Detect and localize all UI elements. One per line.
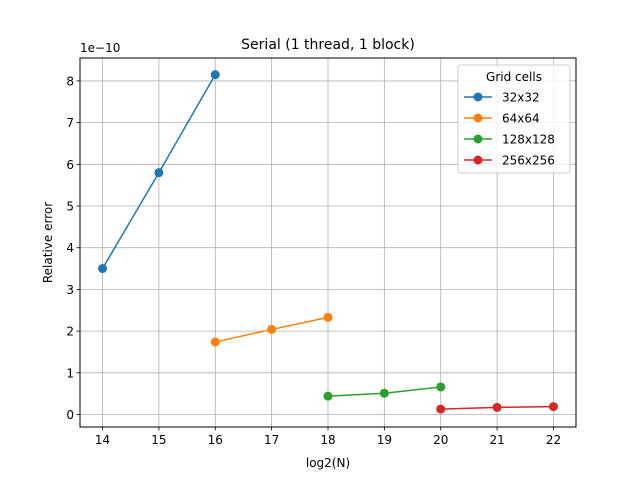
- legend-label: 128x128: [502, 133, 555, 147]
- y-tick-label: 6: [66, 158, 74, 172]
- x-tick-label: 14: [95, 433, 110, 447]
- legend-item: 256x256: [464, 154, 555, 168]
- x-tick-label: 16: [208, 433, 223, 447]
- series-128x128: [323, 382, 446, 401]
- legend-frame: [457, 64, 571, 174]
- series-64x64: [210, 312, 333, 347]
- x-tick-label: 17: [264, 433, 279, 447]
- legend-swatch-marker: [473, 113, 483, 123]
- legend-label: 32x32: [502, 91, 540, 105]
- y-tick-label: 7: [66, 116, 74, 130]
- y-tick-label: 4: [66, 241, 74, 255]
- data-point: [436, 404, 446, 414]
- x-tick-label: 19: [377, 433, 392, 447]
- data-point: [98, 264, 108, 274]
- legend-items: 32x32 64x64 128x128 256x256: [464, 91, 555, 168]
- data-point: [492, 402, 502, 412]
- data-point: [548, 402, 558, 412]
- y-tick-label: 1: [66, 366, 74, 380]
- data-point: [436, 382, 446, 392]
- data-point: [323, 391, 333, 401]
- data-point: [210, 337, 220, 347]
- data-point: [379, 388, 389, 398]
- legend-label: 64x64: [502, 112, 540, 126]
- data-point: [323, 312, 333, 322]
- y-axis: 0 1 2 3 4 5 6 7 8: [66, 74, 80, 422]
- data-point: [267, 324, 277, 334]
- x-tick-label: 15: [151, 433, 166, 447]
- x-axis-label: log2(N): [306, 456, 350, 470]
- y-tick-label: 8: [66, 74, 74, 88]
- x-tick-label: 22: [546, 433, 561, 447]
- x-tick-label: 18: [320, 433, 335, 447]
- y-axis-multiplier: 1e−10: [80, 41, 120, 55]
- legend-swatch-marker: [473, 155, 483, 165]
- y-tick-label: 3: [66, 283, 74, 297]
- data-point: [210, 70, 220, 80]
- legend-swatch-marker: [473, 92, 483, 102]
- series-32x32: [98, 70, 220, 274]
- legend-title: Grid cells: [486, 70, 542, 84]
- y-axis-label: Relative error: [41, 202, 55, 283]
- series-256x256: [436, 402, 558, 414]
- data-point: [154, 168, 164, 178]
- legend-item: 128x128: [464, 133, 555, 147]
- x-tick-label: 21: [489, 433, 504, 447]
- y-tick-label: 5: [66, 200, 74, 214]
- legend-label: 256x256: [502, 154, 555, 168]
- legend-item: 64x64: [464, 112, 540, 126]
- legend: Grid cells 32x32 64x64 128x128 256x256: [457, 64, 571, 174]
- series-layer: [98, 70, 558, 414]
- x-axis: 14 15 16 17 18 19 20 21 22: [95, 427, 561, 447]
- x-tick-label: 20: [433, 433, 448, 447]
- y-tick-label: 0: [66, 408, 74, 422]
- legend-swatch-marker: [473, 134, 483, 144]
- y-tick-label: 2: [66, 325, 74, 339]
- chart-title: Serial (1 thread, 1 block): [241, 37, 415, 53]
- legend-item: 32x32: [464, 91, 540, 105]
